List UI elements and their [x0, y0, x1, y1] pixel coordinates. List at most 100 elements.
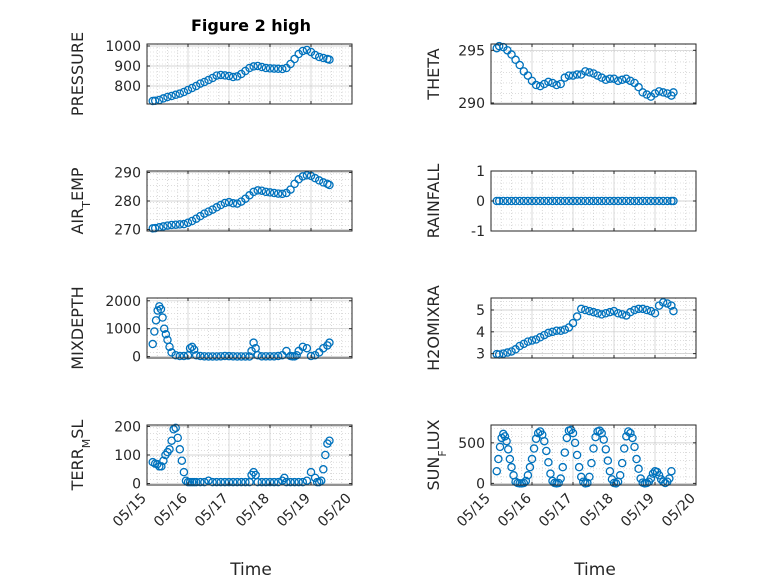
pressure-point: [196, 79, 205, 88]
rainfall-point: [597, 196, 606, 206]
mixdepth-ytick-label: 2000: [105, 294, 141, 310]
h2omixra-axes-box: [490, 297, 697, 359]
sun_flux-point: [620, 444, 629, 453]
mixdepth-point: [282, 346, 291, 356]
terr_msl-point: [181, 476, 191, 485]
mixdepth-point: [253, 350, 262, 360]
sun_flux-axes-box: [490, 424, 697, 486]
rainfall-point: [494, 196, 504, 206]
pressure-point: [319, 53, 328, 63]
air_temp-point: [228, 199, 238, 208]
air_temp-point: [249, 187, 258, 197]
h2omixra-point: [597, 310, 606, 319]
h2omixra-point: [626, 307, 635, 317]
terr_msl-point: [212, 477, 221, 487]
sun_flux-ylabel-part: F: [436, 450, 449, 456]
air_temp-point: [253, 186, 262, 195]
pressure-point: [245, 63, 254, 73]
sun_flux-point: [554, 478, 563, 488]
mixdepth-point: [179, 351, 189, 361]
h2omixra-point: [527, 336, 537, 345]
sun_flux-point: [595, 426, 604, 435]
h2omixra-point: [617, 310, 627, 319]
terr_msl-point: [159, 456, 168, 465]
sun_flux-point: [615, 471, 625, 480]
rainfall-point: [593, 196, 602, 206]
air_temp-ylabel-part: T: [80, 201, 93, 209]
sun_flux-point: [630, 442, 639, 452]
theta-point: [552, 80, 561, 90]
sun_flux-point: [632, 454, 641, 464]
pressure-point: [208, 73, 217, 83]
x-axis-label-left: Time: [229, 560, 272, 580]
air_temp-point: [286, 185, 295, 194]
air_temp-point: [257, 186, 267, 195]
sun_flux-point: [505, 454, 515, 464]
pressure-point: [163, 92, 172, 102]
h2omixra-point: [658, 298, 668, 307]
sun_flux-ylabel-part: SUN: [424, 457, 443, 491]
mixdepth-ytick-label: 1000: [105, 322, 141, 338]
sun_flux-point: [626, 428, 635, 438]
sun_flux-point: [636, 474, 645, 483]
pressure-point: [253, 61, 262, 71]
air_temp-point: [298, 172, 308, 181]
sun_flux-point: [544, 458, 553, 467]
rainfall-point: [523, 196, 533, 206]
air_temp-point: [273, 189, 283, 198]
h2omixra-point: [544, 328, 553, 338]
rainfall-point: [634, 196, 643, 206]
theta-point: [564, 71, 574, 80]
terr_msl-point: [157, 462, 166, 471]
h2omixra-point: [503, 348, 512, 357]
rainfall-point: [519, 196, 529, 206]
theta-point: [650, 89, 660, 98]
theta-point: [605, 74, 615, 83]
mixdepth-point: [302, 343, 312, 353]
sun_flux-point: [529, 444, 539, 453]
sun_flux-point: [494, 454, 503, 464]
sun_flux-point: [654, 471, 664, 480]
mixdepth-point: [212, 352, 221, 361]
pressure-point: [224, 71, 234, 81]
rainfall-point: [564, 196, 574, 206]
terr_msl-ytick-label: 0: [132, 477, 141, 493]
h2omixra-point: [634, 304, 643, 314]
theta-point: [663, 89, 672, 98]
air_temp-ytick-label: 270: [114, 223, 141, 239]
rainfall-point: [630, 196, 639, 206]
terr_msl-point: [314, 477, 324, 487]
air_temp-point: [325, 180, 334, 190]
theta-point: [572, 70, 582, 79]
sun_flux-point: [589, 444, 598, 453]
mixdepth-point: [306, 351, 316, 361]
mixdepth-point: [189, 345, 199, 354]
terr_msl-ylabel-part: TERR: [68, 448, 87, 491]
pressure-point: [302, 45, 312, 55]
terr_msl-point: [224, 477, 234, 487]
mixdepth-point: [191, 350, 201, 360]
theta-point: [638, 88, 647, 97]
h2omixra-point: [642, 305, 652, 315]
rainfall-point: [572, 196, 582, 206]
mixdepth-series: [148, 302, 334, 361]
air_temp-point: [171, 220, 180, 229]
mixdepth-point: [232, 352, 242, 361]
mixdepth-ylabel-part: MIXDEPTH: [68, 286, 87, 369]
theta-panel: 290 295 THETA: [424, 41, 697, 112]
pressure-point: [269, 64, 279, 73]
sun_flux-point: [667, 466, 676, 476]
pressure-point: [265, 64, 275, 73]
theta-point: [515, 60, 524, 70]
theta-ylabel: THETA: [424, 48, 443, 100]
sun_flux-ytick-label: 500: [458, 436, 485, 452]
h2omixra-point: [638, 304, 647, 314]
terr_msl-ylabel-part: M: [80, 439, 93, 449]
theta-ylabel-part: THETA: [424, 48, 443, 100]
mixdepth-ytick-label: 0: [132, 350, 141, 366]
mixdepth-point: [196, 351, 205, 361]
sun_flux-point: [503, 445, 513, 454]
terr_msl-point: [319, 465, 328, 474]
sun_flux-point: [599, 435, 609, 444]
